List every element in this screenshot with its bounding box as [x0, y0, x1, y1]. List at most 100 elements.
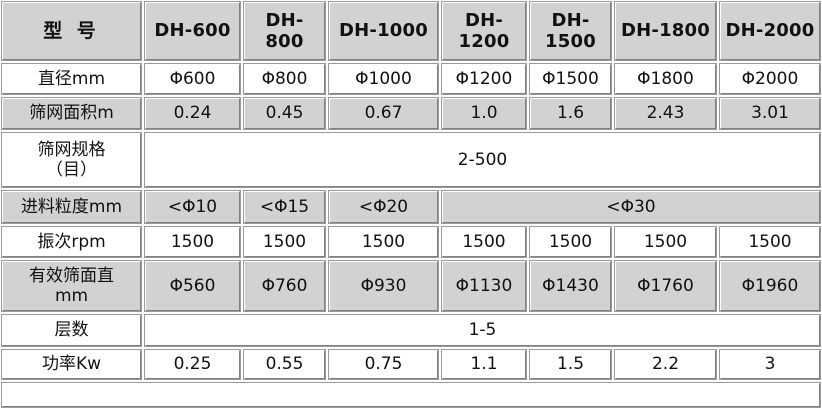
data-cell: 0.25	[143, 348, 242, 381]
data-cell-text: Φ1430	[529, 260, 612, 312]
row-label-cell: 直径mm	[0, 62, 143, 96]
table-row: 筛网规格 （目） 2-500	[0, 131, 822, 189]
table-row: 有效筛面直 mm Φ560 Φ760 Φ930 Φ1130 Φ1430 Φ1760…	[0, 259, 822, 313]
data-cell-text: 1500	[328, 226, 439, 258]
data-cell: <Φ20	[327, 189, 440, 225]
header-model-5-text: DH-1500	[529, 1, 612, 61]
row-label-cell: 进料粒度mm	[0, 189, 143, 225]
data-cell: Φ800	[242, 62, 327, 96]
data-cell: 1500	[242, 225, 327, 259]
data-cell-text: 0.24	[144, 97, 241, 130]
data-cell: Φ930	[327, 259, 440, 313]
table-row: 直径mm Φ600 Φ800 Φ1000 Φ1200 Φ1500 Φ1800 Φ…	[0, 62, 822, 96]
data-cell-text: <Φ15	[243, 190, 326, 224]
data-cell-text: 1500	[144, 226, 241, 258]
data-cell-text: <Φ20	[328, 190, 439, 224]
data-cell-text: 1.6	[529, 97, 612, 130]
header-model-7-text: DH-2000	[719, 1, 821, 61]
data-cell: 0.45	[242, 96, 327, 131]
data-cell-text: 3.01	[719, 97, 821, 130]
data-cell: 0.24	[143, 96, 242, 131]
data-cell: Φ1200	[440, 62, 528, 96]
data-cell-text: 1500	[614, 226, 717, 258]
data-cell-text: Φ930	[328, 260, 439, 312]
header-cell-model-4: DH-1200	[440, 0, 528, 62]
table-row: 振次rpm 1500 1500 1500 1500 1500 1500 1500	[0, 225, 822, 259]
data-cell-text: Φ1500	[529, 63, 612, 95]
data-cell-text: Φ2000	[719, 63, 821, 95]
table-row: 筛网面积m 0.24 0.45 0.67 1.0 1.6 2.43 3.01	[0, 96, 822, 131]
data-cell-text: 2.2	[614, 349, 717, 380]
row-label-cell: 层数	[0, 313, 143, 348]
data-cell: 1500	[613, 225, 718, 259]
header-label-text: 型 号	[1, 1, 142, 61]
data-cell-text: 0.45	[243, 97, 326, 130]
header-cell-model-7: DH-2000	[718, 0, 822, 62]
table-row: 进料粒度mm <Φ10 <Φ15 <Φ20 <Φ30	[0, 189, 822, 225]
row-label-text: 筛网规格 （目）	[1, 132, 142, 188]
data-cell-text: Φ1800	[614, 63, 717, 95]
data-cell: Φ1960	[718, 259, 822, 313]
row-label-cell: 有效筛面直 mm	[0, 259, 143, 313]
data-cell: 0.75	[327, 348, 440, 381]
header-cell-model-5: DH-1500	[528, 0, 613, 62]
data-cell-text: 1.0	[441, 97, 527, 130]
data-cell: 1500	[327, 225, 440, 259]
row-label-cell: 振次rpm	[0, 225, 143, 259]
data-cell-text: 1500	[529, 226, 612, 258]
data-cell-text: Φ1000	[328, 63, 439, 95]
row-label-text: 功率Kw	[1, 349, 142, 380]
data-cell: Φ1800	[613, 62, 718, 96]
row-label-text: 直径mm	[1, 63, 142, 95]
header-cell-model-6: DH-1800	[613, 0, 718, 62]
data-cell-text: 1.5	[529, 349, 612, 380]
data-cell-text: 0.25	[144, 349, 241, 380]
data-cell-text: Φ560	[144, 260, 241, 312]
header-model-3-text: DH-1000	[328, 1, 439, 61]
data-cell: <Φ10	[143, 189, 242, 225]
data-cell: 1500	[528, 225, 613, 259]
partial-row-cell	[0, 381, 822, 409]
row-label-cell: 筛网面积m	[0, 96, 143, 131]
data-cell-text: Φ1760	[614, 260, 717, 312]
data-cell: 1500	[143, 225, 242, 259]
row-label-text: 进料粒度mm	[1, 190, 142, 224]
header-model-4-text: DH-1200	[441, 1, 527, 61]
data-cell: Φ760	[242, 259, 327, 313]
header-cell-label: 型 号	[0, 0, 143, 62]
row-label-text: 层数	[1, 314, 142, 347]
data-cell: 1.5	[528, 348, 613, 381]
data-cell: 2.43	[613, 96, 718, 131]
row-label-text: 筛网面积m	[1, 97, 142, 130]
header-cell-model-3: DH-1000	[327, 0, 440, 62]
data-cell: 1500	[440, 225, 528, 259]
data-cell-text: 0.67	[328, 97, 439, 130]
data-cell: 0.55	[242, 348, 327, 381]
data-cell-text: Φ1200	[441, 63, 527, 95]
data-cell-text: Φ1130	[441, 260, 527, 312]
data-cell: 2.2	[613, 348, 718, 381]
merged-data-cell: 2-500	[143, 131, 822, 189]
header-cell-model-2: DH-800	[242, 0, 327, 62]
data-cell-text: 0.75	[328, 349, 439, 380]
merged-data-cell-text: <Φ30	[441, 190, 821, 224]
merged-data-cell-text: 2-500	[144, 132, 821, 188]
data-cell-text: Φ760	[243, 260, 326, 312]
merged-data-cell-text: 1-5	[144, 314, 821, 347]
data-cell: 1.6	[528, 96, 613, 131]
data-cell: Φ600	[143, 62, 242, 96]
data-cell-text: <Φ10	[144, 190, 241, 224]
data-cell-text: 1.1	[441, 349, 527, 380]
merged-data-cell: 1-5	[143, 313, 822, 348]
data-cell-text: 0.55	[243, 349, 326, 380]
data-cell-text: Φ800	[243, 63, 326, 95]
data-cell: Φ1760	[613, 259, 718, 313]
data-cell-text: 2.43	[614, 97, 717, 130]
data-cell: Φ560	[143, 259, 242, 313]
data-cell-text: 1500	[243, 226, 326, 258]
header-model-2-text: DH-800	[243, 1, 326, 61]
table-row: 功率Kw 0.25 0.55 0.75 1.1 1.5 2.2 3	[0, 348, 822, 381]
merged-data-cell: <Φ30	[440, 189, 822, 225]
data-cell: Φ1500	[528, 62, 613, 96]
